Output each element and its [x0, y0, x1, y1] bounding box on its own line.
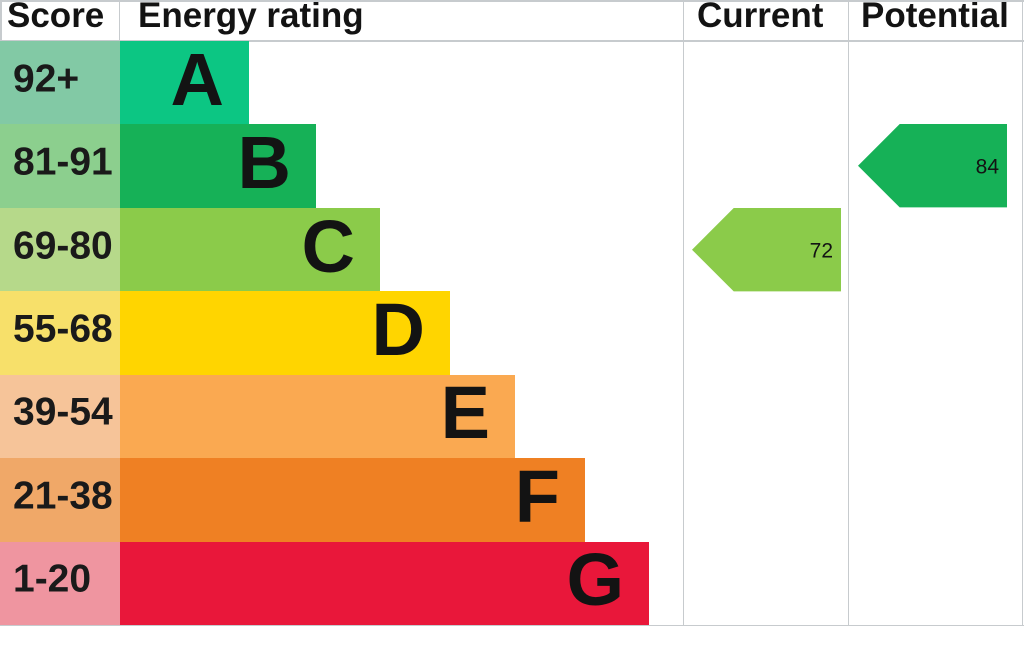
- svg-text:72: 72: [810, 240, 833, 263]
- svg-text:84: 84: [976, 156, 1000, 179]
